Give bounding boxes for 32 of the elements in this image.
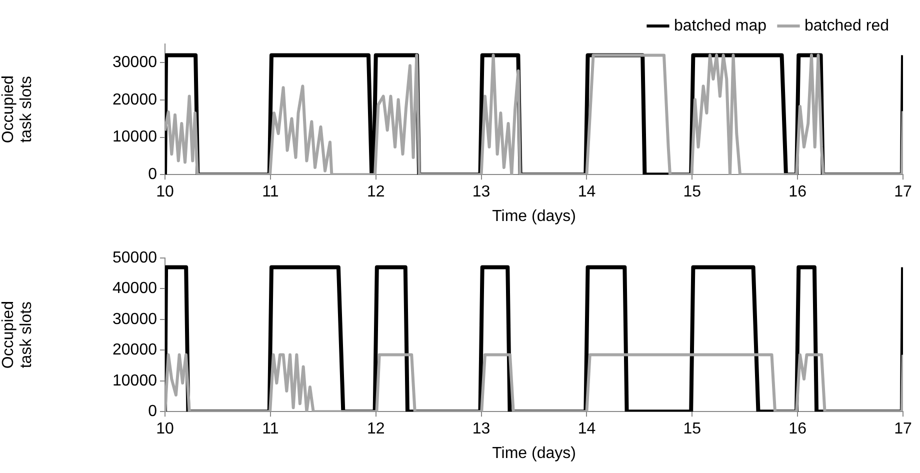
- y-tick-label: 20000: [112, 342, 158, 359]
- x-tick-label: 16: [788, 184, 807, 201]
- y-axis-title: Occupied task slots: [0, 301, 35, 369]
- y-tick-label: 0: [148, 403, 158, 420]
- legend-label: batched red: [804, 17, 890, 34]
- x-tick-label: 13: [472, 420, 490, 438]
- y-tick-label: 20000: [112, 91, 158, 108]
- x-tick-label: 13: [472, 184, 490, 201]
- x-tick-label: 11: [262, 184, 279, 201]
- x-tick-label: 17: [894, 420, 912, 438]
- x-tick-label: 17: [894, 184, 912, 201]
- y-tick-label: 50000: [112, 249, 158, 266]
- x-tick-label: 12: [366, 184, 385, 201]
- x-axis-title: Time (days): [492, 444, 576, 462]
- y-tick-label: 10000: [112, 372, 158, 390]
- legend-label: batched map: [674, 17, 767, 34]
- x-tick-label: 10: [156, 420, 174, 438]
- y-tick-label: 30000: [112, 54, 158, 72]
- x-axis-title: Time (days): [492, 208, 576, 225]
- y-axis-title: Occupied task slots: [0, 76, 35, 144]
- x-tick-label: 16: [788, 420, 807, 438]
- x-tick-label: 11: [262, 420, 279, 438]
- y-tick-label: 0: [148, 166, 158, 184]
- y-tick-label: 10000: [112, 128, 158, 146]
- y-tick-label: 30000: [112, 310, 158, 328]
- y-tick-label: 40000: [112, 280, 158, 298]
- x-tick-label: 15: [683, 420, 702, 438]
- x-tick-label: 14: [578, 420, 596, 438]
- x-tick-label: 12: [366, 420, 385, 438]
- x-tick-label: 15: [683, 184, 702, 201]
- x-tick-label: 14: [578, 184, 596, 201]
- x-tick-label: 10: [156, 184, 174, 201]
